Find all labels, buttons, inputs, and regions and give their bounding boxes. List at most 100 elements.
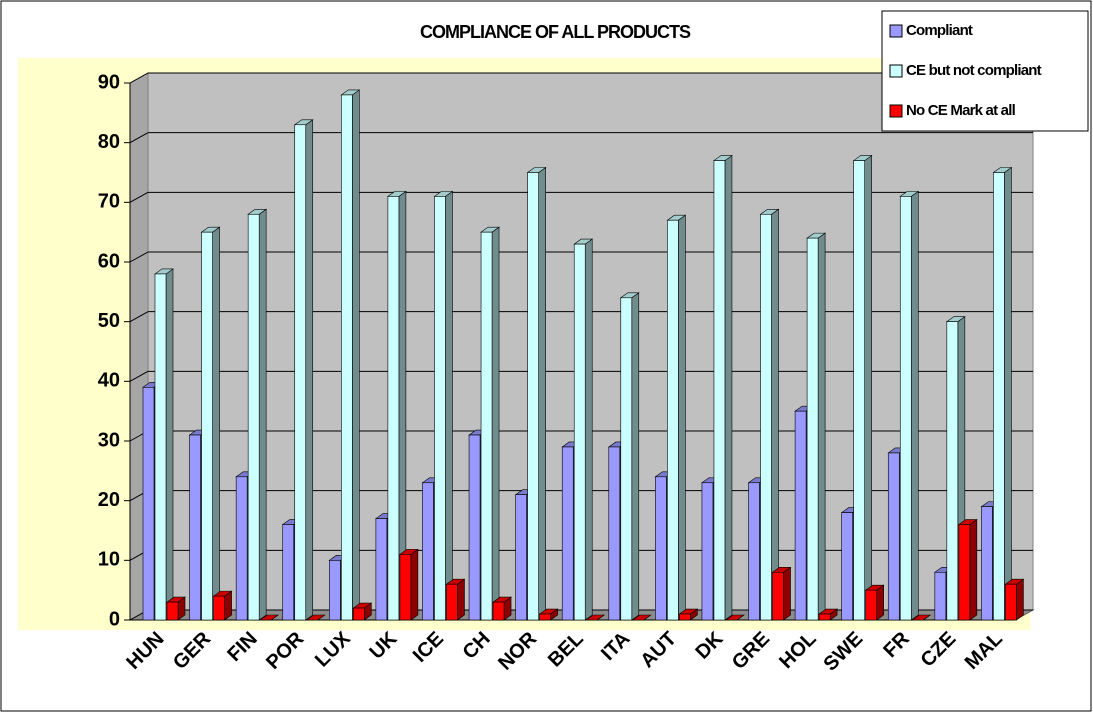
y-tick-label: 90: [98, 71, 120, 93]
y-tick-label: 40: [98, 370, 120, 392]
bar: [853, 160, 865, 621]
y-tick-label: 20: [98, 489, 120, 511]
bar-side: [1016, 578, 1024, 621]
bar: [341, 94, 353, 621]
grid-line-side: [129, 191, 149, 203]
bar: [701, 482, 714, 621]
legend-box: [881, 10, 1089, 132]
bar: [748, 482, 760, 621]
legend-swatch: [889, 64, 903, 78]
bar-top: [259, 614, 280, 621]
bar-top: [305, 614, 326, 621]
y-tick-label: 60: [98, 250, 120, 272]
bar: [679, 613, 691, 621]
bar-top: [725, 614, 745, 621]
bar-top: [585, 614, 606, 621]
bar-side: [783, 566, 791, 621]
bar: [667, 219, 679, 621]
bar: [772, 571, 784, 621]
chart-title: COMPLIANCE OF ALL PRODUCTS: [420, 22, 691, 42]
grid-line-side: [129, 251, 149, 263]
bar: [201, 231, 213, 621]
bar: [818, 613, 831, 621]
bar-top: [911, 614, 932, 621]
bar: [213, 595, 225, 621]
bar: [247, 213, 260, 621]
bar: [958, 524, 971, 621]
bar: [154, 273, 167, 621]
bar: [166, 601, 179, 621]
bar: [713, 160, 726, 621]
bar: [934, 571, 947, 621]
bar-side: [491, 226, 500, 621]
bar: [620, 297, 633, 621]
bar: [434, 196, 446, 621]
bar: [794, 410, 807, 621]
legend-label: Compliant: [906, 22, 973, 39]
bar-top: [631, 614, 652, 621]
bar-side: [584, 238, 593, 621]
bar-side: [445, 190, 453, 621]
bar: [446, 583, 458, 621]
legend-label: CE but not compliant: [906, 62, 1042, 79]
legend-swatch: [889, 104, 903, 118]
bar-side: [305, 119, 314, 621]
bar: [865, 589, 877, 621]
bar-side: [457, 578, 465, 621]
bar-side: [771, 208, 779, 621]
bar-side: [631, 292, 640, 621]
bar: [608, 446, 621, 621]
bar: [573, 243, 586, 621]
bar: [422, 482, 434, 621]
bar-side: [1004, 166, 1012, 621]
bar: [492, 601, 505, 621]
bar: [899, 196, 912, 621]
bar-side: [864, 154, 872, 621]
bar: [1005, 583, 1017, 621]
bar-side: [258, 208, 267, 621]
legend-label: No CE Mark at all: [906, 102, 1016, 119]
bar: [399, 554, 412, 621]
y-tick-label: 0: [109, 608, 120, 630]
bar-side: [410, 548, 419, 621]
bar: [655, 476, 667, 621]
bar: [539, 613, 551, 621]
y-tick-label: 50: [98, 310, 120, 332]
bar: [841, 512, 853, 621]
grid-line-side: [129, 132, 149, 144]
bar: [294, 124, 307, 621]
y-tick-label: 70: [98, 191, 120, 213]
y-tick-label: 80: [98, 131, 120, 153]
y-tick-label: 30: [98, 429, 120, 451]
bar: [561, 446, 574, 621]
bar: [760, 213, 772, 621]
bar: [515, 494, 527, 621]
bar-side: [910, 190, 919, 621]
y-tick-label: 10: [98, 549, 120, 571]
bar: [282, 524, 295, 621]
bar-side: [678, 214, 686, 621]
bar: [981, 506, 993, 621]
bar: [946, 321, 959, 621]
bar: [189, 434, 201, 621]
bar: [142, 386, 155, 621]
bar: [235, 476, 248, 621]
bar-side: [969, 518, 978, 621]
bar: [527, 172, 539, 621]
bar-side: [538, 166, 546, 621]
grid-line-side: [129, 72, 149, 84]
bar: [887, 452, 900, 621]
bar: [375, 518, 388, 621]
bar-side: [724, 154, 733, 621]
grid-line-side: [129, 311, 149, 323]
bar-side: [352, 89, 360, 621]
bar: [480, 231, 493, 621]
bar: [329, 560, 341, 621]
bar-side: [212, 226, 220, 621]
bar-side: [817, 232, 826, 621]
bar: [353, 607, 365, 621]
bar-side: [876, 584, 884, 621]
bar: [387, 196, 400, 621]
bar-side: [165, 268, 174, 621]
